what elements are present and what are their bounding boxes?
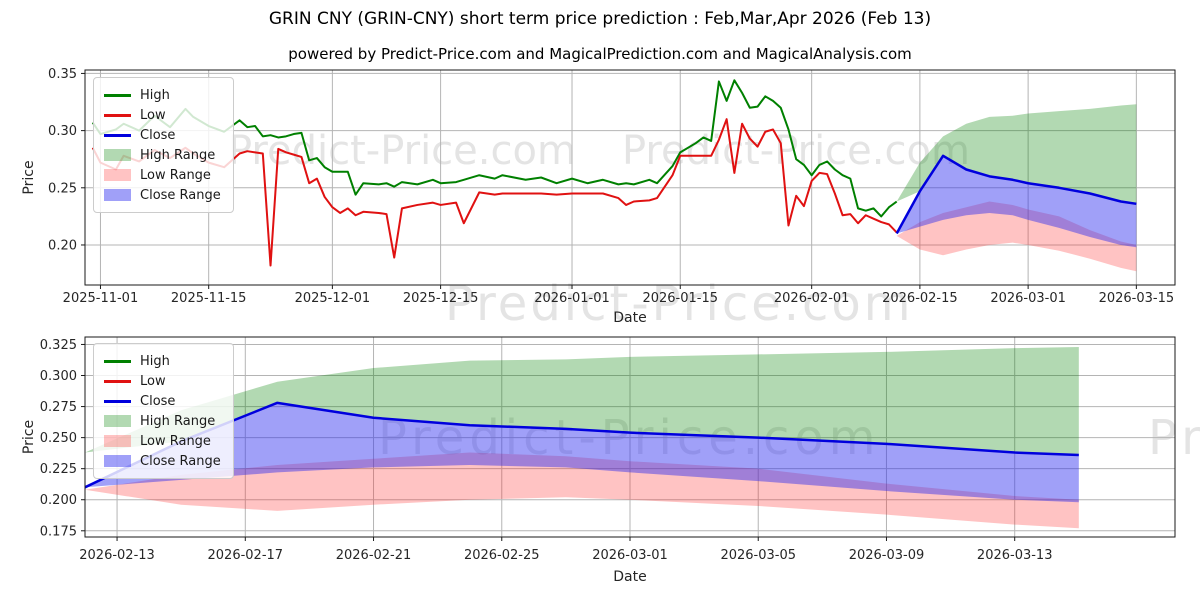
chart-1-x-tick-label: 2025-12-01 bbox=[295, 291, 371, 306]
chart-2-y-axis-label: Price bbox=[21, 420, 37, 454]
chart-2-high-range-band bbox=[85, 346, 1079, 456]
chart-2-y-tick-label: 0.200 bbox=[40, 493, 77, 508]
chart-2-y-tick-label: 0.225 bbox=[40, 462, 77, 477]
legend-item: Close bbox=[104, 391, 221, 411]
chart-1-close-line bbox=[895, 154, 1137, 235]
chart-1-y-tick-label: 0.20 bbox=[48, 238, 77, 253]
chart-1-x-tick-label: 2026-01-01 bbox=[534, 291, 610, 306]
legend-swatch bbox=[104, 455, 131, 467]
chart-2-x-tick-label: 2026-03-13 bbox=[977, 548, 1053, 563]
legend-item: Low bbox=[104, 371, 221, 391]
legend-label: Close bbox=[140, 393, 176, 409]
chart-1-x-tick-label: 2026-01-15 bbox=[642, 291, 718, 306]
chart-1-x-tick-label: 2026-02-15 bbox=[882, 291, 958, 306]
chart-1-x-axis-label: Date bbox=[613, 310, 646, 326]
chart-1-x-tick-label: 2025-12-15 bbox=[403, 291, 479, 306]
chart-1-x-tick-label: 2026-03-15 bbox=[1099, 291, 1175, 306]
legend-item: Close bbox=[104, 125, 221, 145]
legend-item: Low Range bbox=[104, 165, 221, 185]
legend-swatch bbox=[104, 113, 131, 117]
chart-2-y-tick-label: 0.300 bbox=[40, 369, 77, 384]
chart-2-close-range-band bbox=[85, 402, 1079, 503]
legend-label: Close bbox=[140, 127, 176, 143]
legend-label: Low bbox=[140, 107, 166, 123]
chart-1-x-tick-label: 2026-02-01 bbox=[774, 291, 850, 306]
chart-1-high-line bbox=[91, 79, 898, 218]
chart-1-low-range-band bbox=[896, 201, 1137, 272]
chart-1-y-axis-label: Price bbox=[21, 160, 37, 194]
chart-2-x-tick-label: 2026-02-21 bbox=[336, 548, 412, 563]
chart-2-y-tick-label: 0.325 bbox=[40, 338, 77, 353]
chart-2-low-range-band bbox=[85, 452, 1079, 529]
legend-label: Close Range bbox=[140, 187, 221, 203]
legend-item: Close Range bbox=[104, 185, 221, 205]
legend-item: Close Range bbox=[104, 451, 221, 471]
chart-1-x-tick-label: 2025-11-01 bbox=[63, 291, 139, 306]
legend-swatch bbox=[104, 435, 131, 447]
legend-swatch bbox=[104, 379, 131, 383]
chart-2-x-tick-label: 2026-02-17 bbox=[208, 548, 284, 563]
chart-2-y-tick-label: 0.175 bbox=[40, 524, 77, 539]
chart-2-x-tick-label: 2026-03-05 bbox=[720, 548, 796, 563]
legend-item: High Range bbox=[104, 145, 221, 165]
legend-label: Low bbox=[140, 373, 166, 389]
page-title: GRIN CNY (GRIN-CNY) short term price pre… bbox=[268, 9, 932, 29]
chart-2-y-tick-label: 0.250 bbox=[40, 431, 77, 446]
chart-1-low-line bbox=[91, 118, 898, 267]
legend-item: Low Range bbox=[104, 431, 221, 451]
chart-2-x-axis-label: Date bbox=[613, 569, 646, 585]
legend-label: High bbox=[140, 353, 170, 369]
legend-swatch bbox=[104, 133, 131, 137]
chart-1-y-tick-label: 0.25 bbox=[48, 181, 77, 196]
legend-swatch bbox=[104, 415, 131, 427]
legend-label: Low Range bbox=[140, 433, 211, 449]
legend-swatch bbox=[104, 169, 131, 181]
chart-1-y-tick-label: 0.30 bbox=[48, 124, 77, 139]
chart-2-x-tick-label: 2026-03-09 bbox=[849, 548, 925, 563]
legend-swatch bbox=[104, 93, 131, 97]
legend-swatch bbox=[104, 359, 131, 363]
legend-label: High Range bbox=[140, 413, 216, 429]
chart-2-x-tick-label: 2026-03-01 bbox=[592, 548, 668, 563]
legend-item: High Range bbox=[104, 411, 221, 431]
legend-item: High bbox=[104, 351, 221, 371]
chart-1-x-tick-label: 2025-11-15 bbox=[171, 291, 247, 306]
chart-2-x-tick-label: 2026-02-25 bbox=[464, 548, 540, 563]
chart-1-x-tick-label: 2026-03-01 bbox=[990, 291, 1066, 306]
legend-label: High bbox=[140, 87, 170, 103]
chart-2-close-line bbox=[84, 401, 1079, 489]
chart-1-axis-frame bbox=[84, 69, 1176, 286]
chart-1-close-range-band bbox=[896, 155, 1137, 248]
legend-label: Close Range bbox=[140, 453, 221, 469]
legend-swatch bbox=[104, 189, 131, 201]
legend-item: Low bbox=[104, 105, 221, 125]
chart-1-y-tick-label: 0.35 bbox=[48, 67, 77, 82]
legend-bottom-chart: High Low Close High Range Low Range Close Ran… bbox=[93, 343, 234, 479]
chart-2-y-tick-label: 0.275 bbox=[40, 400, 77, 415]
chart-subtitle: powered by Predict-Price.com and Magical… bbox=[288, 45, 912, 63]
chart-2-x-tick-label: 2026-02-13 bbox=[79, 548, 155, 563]
legend-top-chart: High Low Close High Range Low Range Close Ran… bbox=[93, 77, 234, 213]
legend-swatch bbox=[104, 149, 131, 161]
legend-item: High bbox=[104, 85, 221, 105]
chart-1-high-range-band bbox=[896, 104, 1137, 204]
legend-label: Low Range bbox=[140, 167, 211, 183]
legend-swatch bbox=[104, 399, 131, 403]
legend-label: High Range bbox=[140, 147, 216, 163]
